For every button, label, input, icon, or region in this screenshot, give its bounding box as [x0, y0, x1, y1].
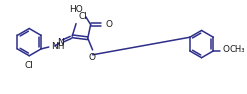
Text: Cl: Cl [24, 61, 33, 70]
Text: N: N [57, 38, 64, 47]
Text: Cl: Cl [78, 12, 87, 21]
Text: O: O [88, 53, 95, 62]
Text: NH: NH [51, 42, 64, 51]
Text: HO: HO [69, 5, 83, 14]
Text: CH₃: CH₃ [230, 45, 246, 54]
Text: O: O [222, 45, 229, 54]
Text: O: O [105, 20, 112, 29]
